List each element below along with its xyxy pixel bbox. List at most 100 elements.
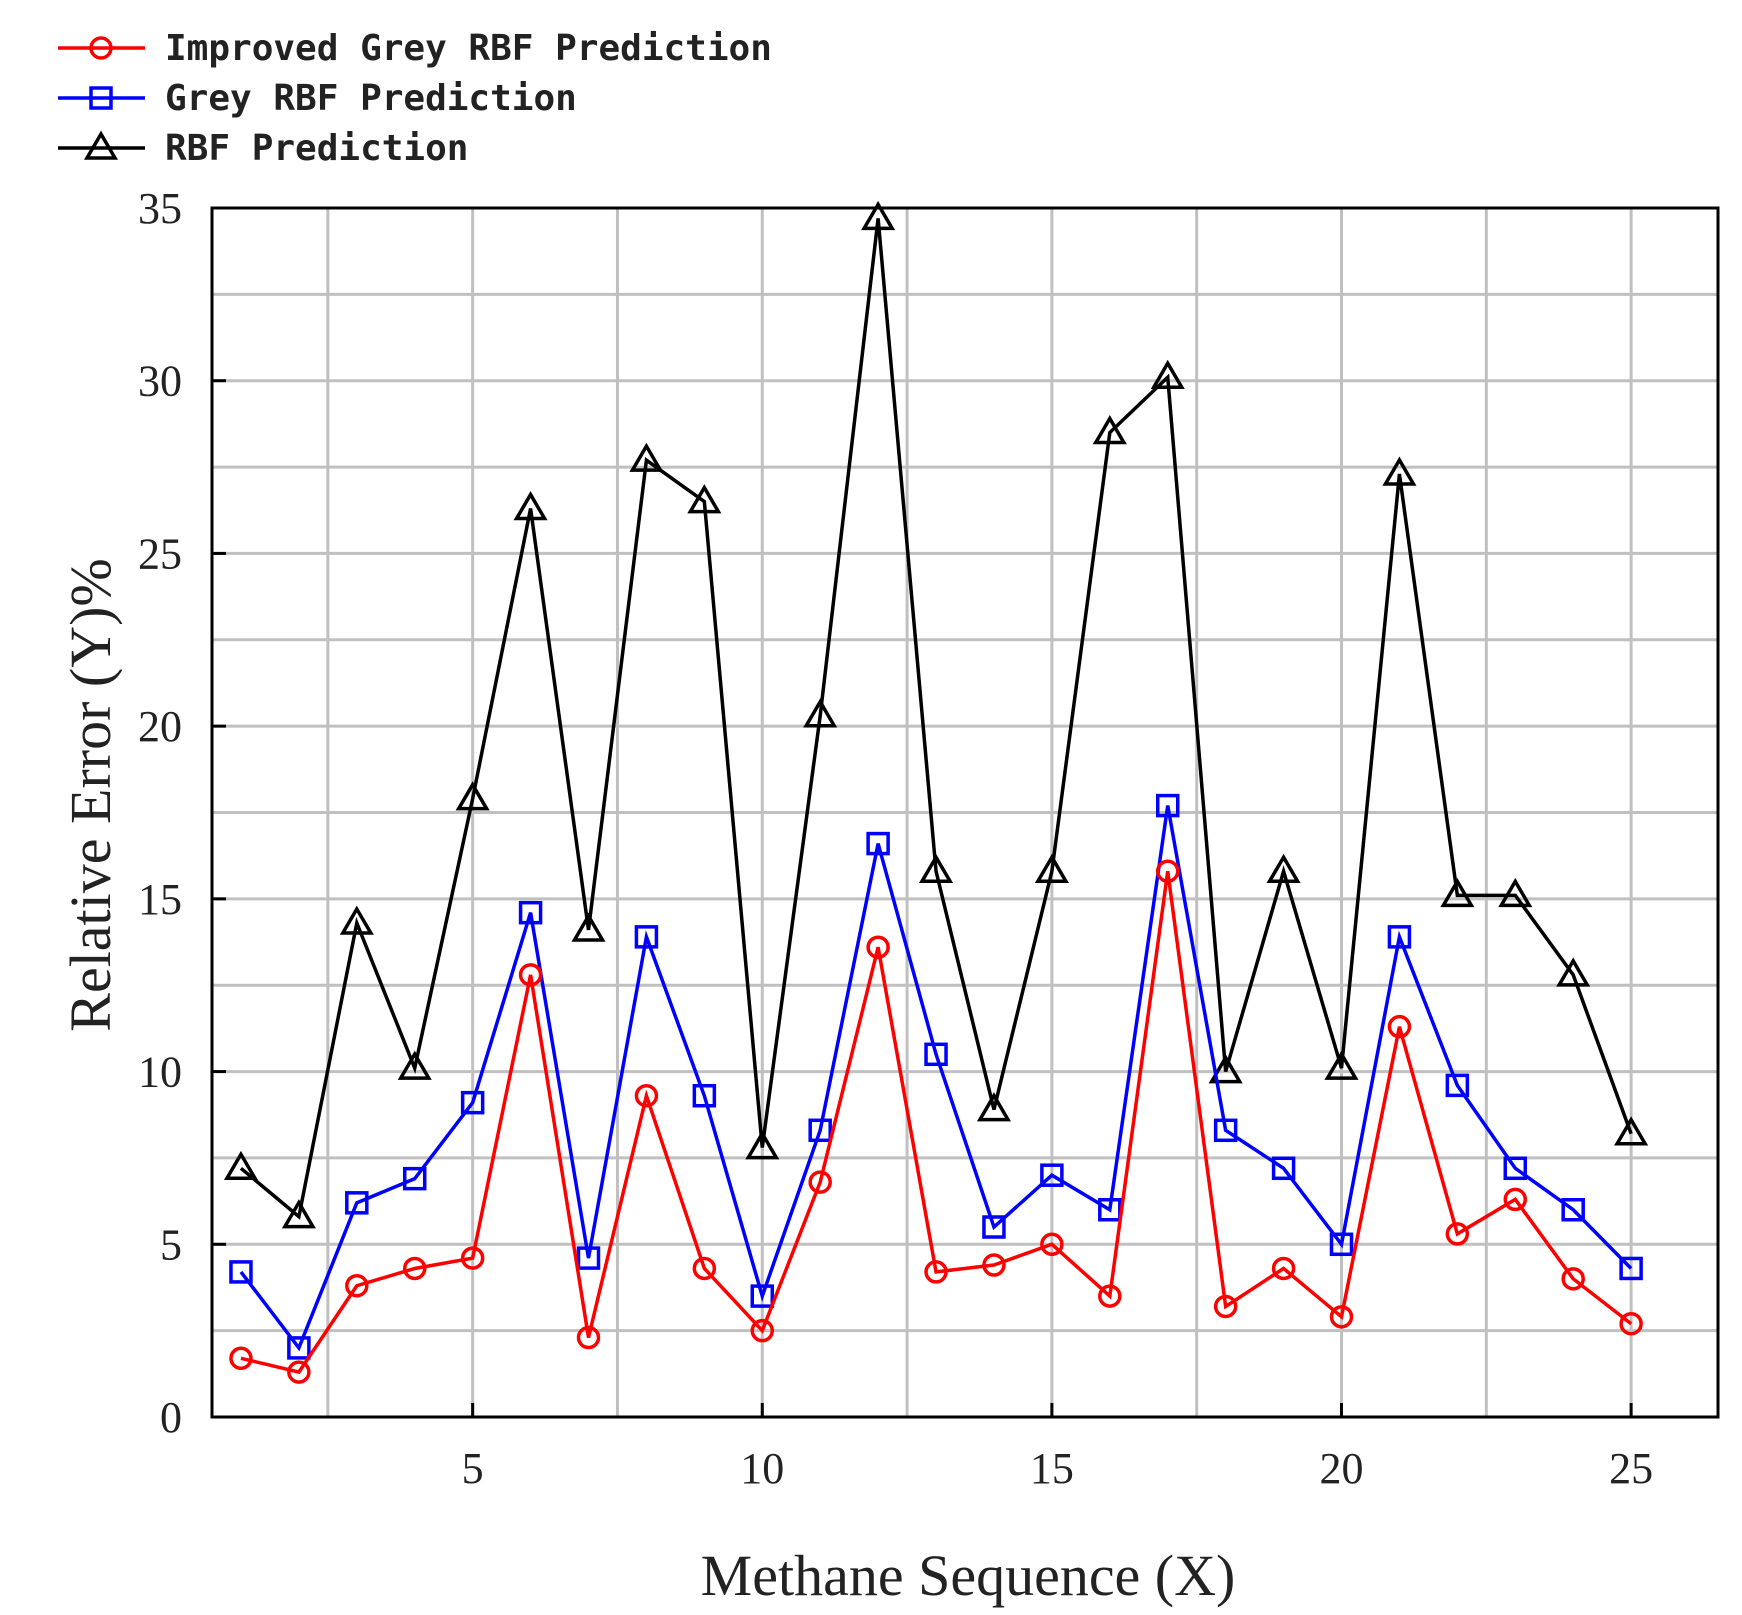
data-point [982,1253,1006,1277]
data-point [1382,456,1417,486]
data-point [576,1246,601,1270]
series-triangle [223,200,1649,1229]
legend-marker [83,130,119,160]
data-point [518,900,543,925]
data-point [1092,415,1127,445]
data-point [397,1050,432,1080]
data-point [229,1260,253,1284]
grid [212,208,1718,1417]
data-point [750,1318,775,1343]
series-line [239,218,1633,1220]
data-point [982,1215,1006,1239]
data-point [460,1246,485,1270]
y-tick-label: 20 [138,702,182,751]
data-point [1503,1156,1528,1181]
data-point [1213,1118,1238,1143]
data-point [571,912,606,942]
data-point [1619,1311,1643,1336]
data-point [339,905,374,935]
series-circle [229,859,1643,1384]
data-point [1098,1284,1122,1308]
data-point [281,1199,316,1229]
x-tick-label: 15 [1030,1444,1074,1493]
data-point [634,925,659,949]
data-point [1561,1197,1585,1222]
legend-marker [89,36,113,60]
data-point [1271,1156,1296,1181]
data-point [866,935,890,959]
data-point [866,831,890,856]
plot-frame [210,206,1720,1419]
data-point [518,963,543,987]
data-point [1155,793,1180,818]
data-point [629,442,664,472]
data-point [1040,1232,1064,1257]
data-point [808,1118,832,1143]
data-point [692,1256,717,1281]
data-point [513,491,548,521]
data-point [924,1042,948,1067]
data-point [1040,1163,1064,1187]
legend-marker [89,86,113,110]
data-point [1150,359,1185,390]
data-point [1619,1256,1643,1281]
data-point [402,1256,427,1281]
x-tick-label: 10 [740,1444,784,1493]
data-point [1561,1267,1585,1291]
data-point [861,200,896,231]
y-tick-label: 10 [138,1048,182,1097]
data-point [576,1325,601,1350]
plot-border [210,206,1720,1419]
series-line [239,805,1633,1352]
series-layer [223,200,1649,1384]
legend-label: RBF Prediction [165,128,468,169]
y-tick-label: 35 [138,184,182,233]
data-point [1034,853,1069,883]
data-point [345,1191,369,1215]
y-tick-label: 25 [138,529,182,578]
y-tick-label: 5 [160,1220,182,1269]
data-point [808,1170,832,1194]
x-tick-label: 5 [462,1444,484,1493]
data-point [455,781,490,811]
data-point [1614,1116,1649,1146]
data-point [1271,1256,1296,1281]
series-square [229,793,1643,1360]
data-point [1208,1054,1243,1084]
data-point [223,1150,259,1181]
data-point [1503,1187,1528,1212]
data-point [1329,1232,1354,1257]
data-point [1324,1050,1359,1080]
legend: Improved Grey RBF Prediction Grey RBF Pre… [58,28,772,169]
data-point [402,1166,427,1191]
data-point [1329,1305,1354,1329]
data-point [750,1284,775,1308]
data-point [634,1084,659,1108]
data-point [745,1130,780,1160]
data-point [918,853,954,883]
y-axis-title: Relative Error (Y)% [58,558,123,1031]
legend-label: Improved Grey RBF Prediction [165,28,772,69]
data-point [976,1092,1012,1122]
data-point [1155,859,1180,883]
data-point [803,698,838,728]
data-point [1445,1222,1470,1246]
x-tick-label: 20 [1320,1444,1364,1493]
data-point [692,1084,717,1108]
data-point [1498,877,1533,908]
data-point [1387,1014,1412,1039]
data-point [1556,957,1591,987]
data-point [1098,1197,1122,1222]
data-point [287,1336,311,1360]
x-tick-label: 25 [1609,1444,1653,1493]
data-point [287,1360,311,1384]
legend-label: Grey RBF Prediction [165,78,577,119]
y-tick-label: 0 [160,1393,182,1442]
data-point [1440,877,1475,908]
data-point [687,484,722,514]
data-point [924,1260,948,1284]
data-point [1445,1073,1470,1098]
data-point [1266,853,1301,883]
data-point [1387,925,1412,949]
